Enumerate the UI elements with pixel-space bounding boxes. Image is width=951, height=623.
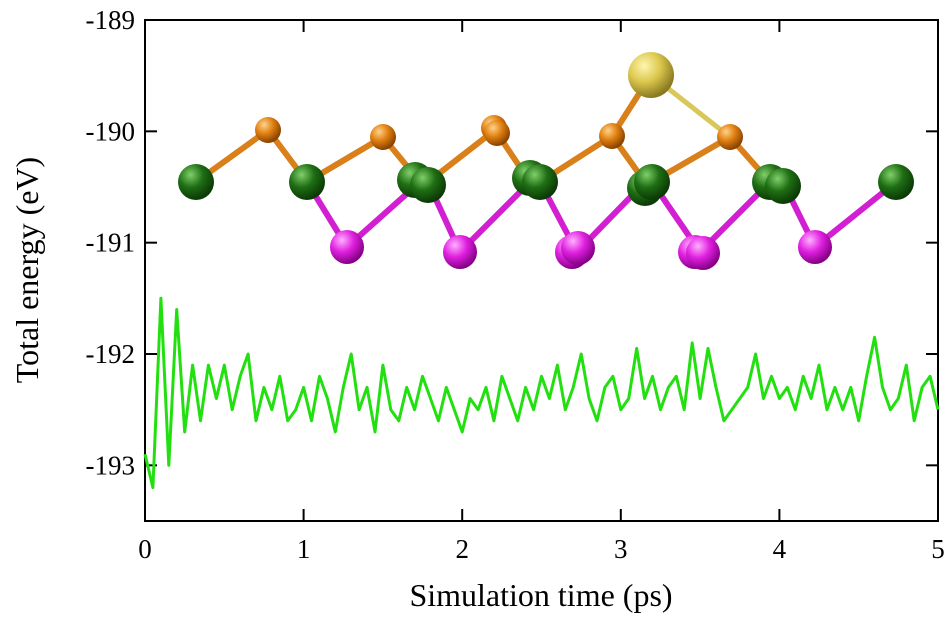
y-tick-label: -192 [86,339,136,369]
bonds [196,75,896,252]
y-tick-label: -193 [86,450,136,480]
data-line [145,298,938,487]
y-tick-label: -190 [86,116,136,146]
chart: Simulation time (ps) Total energy (eV) -… [0,0,951,623]
x-tick-label: 2 [455,534,469,564]
x-tick-label: 4 [773,534,787,564]
x-tick-label: 3 [614,534,628,564]
x-tick-label: 1 [297,534,311,564]
y-tick-label: -191 [86,228,136,258]
structure-inset [178,52,914,270]
plot-frame [145,20,938,521]
x-tick-label: 5 [931,534,945,564]
y-tick-label: -189 [86,5,136,35]
x-tick-label: 0 [138,534,152,564]
x-axis-label: Simulation time (ps) [409,577,672,613]
y-axis-label: Total energy (eV) [9,157,45,383]
